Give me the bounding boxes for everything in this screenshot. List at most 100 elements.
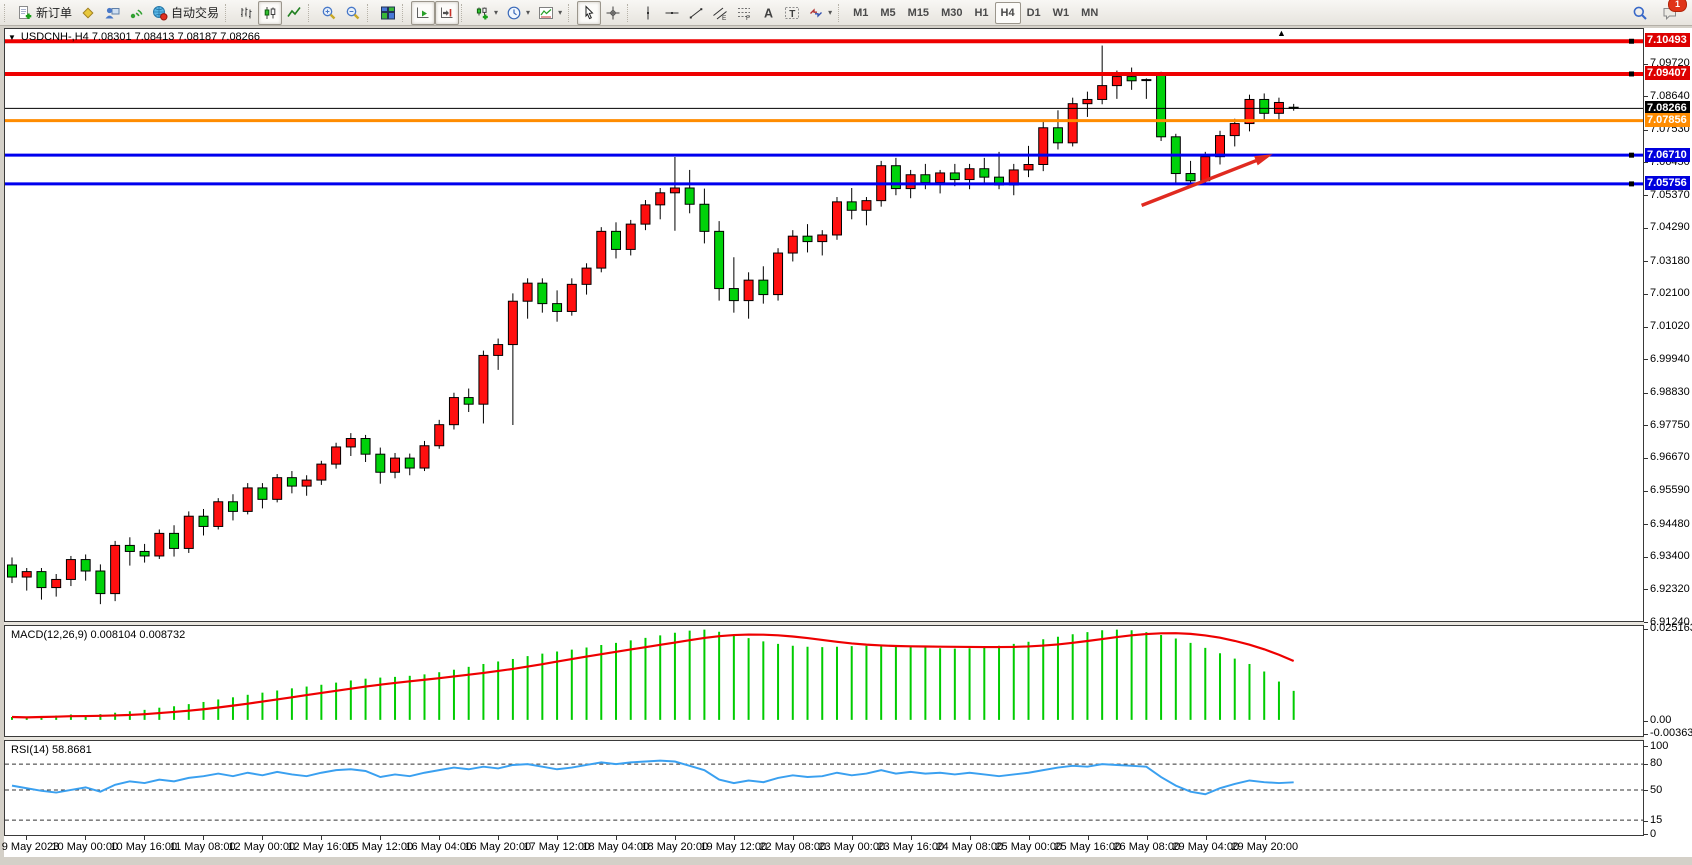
auto-trading-label: 自动交易 <box>171 6 220 20</box>
time-tick-label: 19 May 12:00 <box>700 841 768 853</box>
price-axis[interactable]: 7.09720 7.08640 7.07530 7.06450 7.05370 7.042… <box>1644 28 1692 857</box>
zoom-in-button[interactable] <box>317 1 341 25</box>
macd-chart[interactable] <box>5 626 1643 736</box>
search-button[interactable] <box>1628 1 1652 25</box>
new-order-button[interactable]: 新订单 <box>13 1 76 25</box>
arrow-annotation-line[interactable] <box>1140 156 1263 208</box>
trendline-button[interactable] <box>684 1 708 25</box>
rsi-tick-mark <box>1644 790 1648 791</box>
vertical-line-button[interactable] <box>636 1 660 25</box>
templates-button[interactable]: ▾ <box>534 1 566 25</box>
hline-handle[interactable] <box>1629 181 1635 187</box>
chart-candles-icon <box>262 5 278 21</box>
candlestick-chart[interactable] <box>5 29 1643 621</box>
rsi-tick-label: 50 <box>1650 783 1663 796</box>
candle-body <box>478 354 489 405</box>
rsi-tick-label: 100 <box>1650 739 1669 752</box>
time-tick-mark <box>792 836 794 840</box>
chart-line-button[interactable] <box>282 1 306 25</box>
time-tick-mark <box>1205 836 1207 840</box>
chart-bars-button[interactable] <box>234 1 258 25</box>
price-tick-mark <box>1644 326 1648 328</box>
candle-body <box>272 477 283 500</box>
timeframe-m5-button[interactable]: M5 <box>880 6 896 19</box>
time-axis[interactable]: 9 May 2023 10 May 00:00 10 May 16:00 11 May… <box>1 836 1644 857</box>
timeframe-m1-button[interactable]: M1 <box>853 6 869 19</box>
time-tick-label: 9 May 2023 <box>1 841 60 853</box>
chart-shift-button[interactable] <box>435 0 460 25</box>
community-button[interactable]: 1 <box>1658 0 1687 25</box>
price-tick-label: 6.97750 <box>1650 418 1690 431</box>
timeframe-m15-button[interactable]: M15 <box>907 6 930 19</box>
chart-bars-icon <box>238 5 254 21</box>
timeframe-d1-button[interactable]: D1 <box>1026 6 1041 19</box>
timeframe-m30-button[interactable]: M30 <box>941 6 963 19</box>
price-tick-mark <box>1644 556 1648 558</box>
candle-body <box>684 187 695 205</box>
rsi-chart[interactable] <box>5 741 1643 835</box>
chart-candles-button[interactable] <box>258 0 283 25</box>
cursor-button[interactable] <box>577 0 602 25</box>
candle-body <box>360 438 371 455</box>
price-tick-label: 7.04290 <box>1650 221 1690 234</box>
candle-body <box>404 457 415 469</box>
time-tick-mark <box>84 836 86 840</box>
zoom-out-button[interactable] <box>341 1 365 25</box>
hline-handle[interactable] <box>1629 71 1635 77</box>
candle-body <box>566 283 577 312</box>
new-chart-button[interactable]: ▾ <box>470 1 502 25</box>
periodicity-button[interactable]: ▾ <box>502 1 534 25</box>
horizontal-line-button[interactable] <box>660 1 684 25</box>
hline-handle[interactable] <box>1629 152 1635 158</box>
candle-body <box>1052 127 1063 144</box>
time-tick-mark <box>733 836 735 840</box>
price-chart-panel[interactable] <box>4 28 1644 622</box>
chart-shift-marker-icon[interactable]: ▲ <box>1277 28 1286 38</box>
time-tick-mark <box>1028 836 1030 840</box>
auto-scroll-button[interactable] <box>411 0 436 25</box>
price-tick-label: 6.91240 <box>1650 615 1690 628</box>
globe-icon <box>152 5 168 21</box>
price-badge-7.07856: 7.07856 <box>1645 112 1690 127</box>
panel-divider-rsi[interactable] <box>4 737 1644 740</box>
candle-body <box>65 559 76 580</box>
equidistant-channel-button[interactable]: E <box>708 1 732 25</box>
channel-icon: E <box>712 5 728 21</box>
candle-body <box>522 282 533 302</box>
timeframe-h4-button[interactable]: H4 <box>994 1 1021 24</box>
tile-windows-button[interactable] <box>376 1 400 25</box>
price-badge-7.05756: 7.05756 <box>1645 176 1690 191</box>
hline-icon <box>664 5 680 21</box>
price-tick-label: 6.95590 <box>1650 484 1690 497</box>
macd-panel[interactable]: MACD(12,26,9) 0.008104 0.008732 <box>4 625 1644 737</box>
panel-divider-macd[interactable] <box>4 622 1644 625</box>
candle-body <box>390 457 401 473</box>
timeframe-h1-button[interactable]: H1 <box>974 6 989 19</box>
terminal-button[interactable] <box>100 1 124 25</box>
timeframe-mn-button[interactable]: MN <box>1081 6 1099 19</box>
price-tick-mark <box>1644 490 1648 492</box>
crosshair-button[interactable] <box>601 1 625 25</box>
price-badge-7.09407: 7.09407 <box>1645 66 1690 81</box>
time-tick-mark <box>438 836 440 840</box>
hline-handle[interactable] <box>1629 38 1635 44</box>
arrows-button[interactable]: ▾ <box>804 1 836 25</box>
rsi-panel[interactable]: RSI(14) 58.8681 <box>4 740 1644 836</box>
timeframe-w1-button[interactable]: W1 <box>1052 6 1070 19</box>
text-button[interactable]: A <box>756 1 780 25</box>
notification-badge: 1 <box>1668 0 1687 12</box>
signals-button[interactable] <box>124 1 148 25</box>
text-A-icon: A <box>760 5 776 21</box>
candle-body <box>861 200 872 211</box>
auto-trading-button[interactable]: 自动交易 <box>148 1 223 25</box>
time-tick-label: 15 May 12:00 <box>346 841 414 853</box>
time-tick-label: 18 May 20:00 <box>641 841 709 853</box>
signal-icon <box>128 5 144 21</box>
fibonacci-button[interactable]: F <box>732 1 756 25</box>
price-tick-mark <box>1644 293 1648 295</box>
time-tick-label: 17 May 12:00 <box>523 841 591 853</box>
chart-line-icon <box>286 5 302 21</box>
cursor-icon <box>581 4 597 21</box>
market-watch-button[interactable] <box>76 1 100 25</box>
text-label-button[interactable]: T <box>780 1 804 25</box>
